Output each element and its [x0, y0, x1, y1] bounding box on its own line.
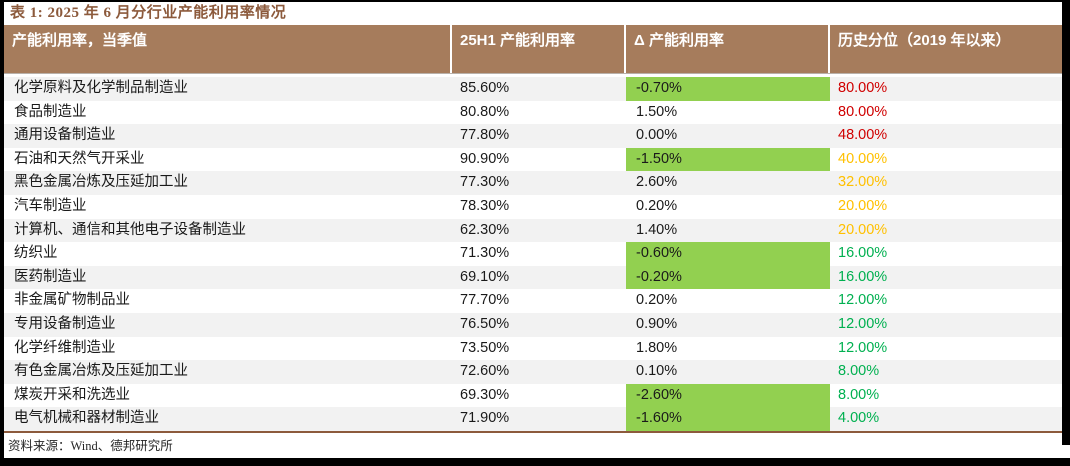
- table-row: 非金属矿物制品业 77.70% 0.20% 12.00%: [4, 289, 1062, 313]
- industry-name: 化学纤维制造业: [14, 339, 116, 356]
- page-edge-top: [0, 0, 1070, 2]
- table-row: 电气机械和器材制造业 71.90% -1.60% 4.00%: [4, 407, 1062, 431]
- page-edge-left: [0, 0, 4, 458]
- table-row: 专用设备制造业 76.50% 0.90% 12.00%: [4, 312, 1062, 337]
- historical-percentile-value: 40.00%: [838, 150, 888, 167]
- historical-percentile-value: 4.00%: [838, 410, 880, 427]
- industry-name: 通用设备制造业: [14, 127, 116, 144]
- table-body: 化学原料及化学制品制造业 85.60% -0.70% 80.00% 食品制造业 …: [4, 77, 1062, 431]
- table-row: 医药制造业 69.10% -0.20% 16.00%: [4, 265, 1062, 290]
- h1-utilization-value: 78.30%: [460, 197, 510, 214]
- historical-percentile-value: 8.00%: [838, 386, 880, 403]
- h1-utilization-value: 72.60%: [460, 363, 510, 380]
- historical-percentile-value: 16.00%: [838, 268, 888, 285]
- table-row: 食品制造业 80.80% 1.50% 80.00%: [4, 101, 1062, 125]
- delta-utilization-value: 0.10%: [636, 363, 678, 380]
- delta-utilization-value: 2.60%: [636, 174, 678, 191]
- industry-name: 电气机械和器材制造业: [14, 410, 159, 427]
- delta-utilization-value: 0.20%: [636, 292, 678, 309]
- delta-utilization-value: 0.90%: [636, 315, 678, 332]
- table-row: 计算机、通信和其他电子设备制造业 62.30% 1.40% 20.00%: [4, 218, 1062, 243]
- delta-utilization-value: 1.80%: [636, 339, 678, 356]
- table-header: 产能利用率，当季值 25H1 产能利用率 Δ 产能利用率 历史分位（2019 年…: [4, 25, 1062, 73]
- h1-utilization-value: 77.70%: [460, 292, 510, 309]
- delta-utilization-value: -2.60%: [626, 383, 830, 408]
- table-title: 表 1: 2025 年 6 月分行业产能利用率情况: [10, 5, 287, 21]
- table-row: 石油和天然气开采业 90.90% -1.50% 40.00%: [4, 147, 1062, 172]
- industry-name: 黑色金属冶炼及压延加工业: [14, 174, 188, 191]
- h1-utilization-value: 85.60%: [460, 80, 510, 96]
- industry-name: 煤炭开采和洗选业: [14, 386, 130, 403]
- historical-percentile-value: 12.00%: [838, 339, 888, 356]
- industry-name: 石油和天然气开采业: [14, 150, 145, 167]
- historical-percentile-value: 16.00%: [838, 245, 888, 262]
- delta-utilization-value: -1.60%: [626, 407, 830, 431]
- industry-name: 医药制造业: [14, 268, 87, 285]
- source-note: 资料来源：Wind、德邦研究所: [8, 439, 173, 453]
- delta-utilization-value: -1.50%: [626, 147, 830, 172]
- header-cell-historical-percentile: 历史分位（2019 年以来）: [830, 25, 1062, 73]
- industry-name: 专用设备制造业: [14, 315, 116, 332]
- delta-utilization-value: 0.20%: [636, 197, 678, 214]
- h1-utilization-value: 73.50%: [460, 339, 510, 356]
- header-cell-25h1-utilization: 25H1 产能利用率: [452, 25, 626, 73]
- table-row: 化学原料及化学制品制造业 85.60% -0.70% 80.00%: [4, 77, 1062, 101]
- historical-percentile-value: 8.00%: [838, 363, 880, 380]
- historical-percentile-value: 32.00%: [838, 174, 888, 191]
- h1-utilization-value: 62.30%: [460, 221, 510, 238]
- historical-percentile-value: 20.00%: [838, 221, 888, 238]
- page-edge-right: [1062, 0, 1070, 445]
- page-edge-bottom: [0, 458, 1070, 466]
- industry-name: 非金属矿物制品业: [14, 292, 130, 309]
- table-row: 煤炭开采和洗选业 69.30% -2.60% 8.00%: [4, 383, 1062, 408]
- historical-percentile-value: 80.00%: [838, 103, 888, 120]
- table-row: 有色金属冶炼及压延加工业 72.60% 0.10% 8.00%: [4, 360, 1062, 384]
- header-cell-delta-utilization: Δ 产能利用率: [626, 25, 830, 73]
- h1-utilization-value: 71.30%: [460, 245, 510, 262]
- h1-utilization-value: 77.30%: [460, 174, 510, 191]
- table-row: 黑色金属冶炼及压延加工业 77.30% 2.60% 32.00%: [4, 171, 1062, 195]
- delta-utilization-value: 1.40%: [636, 221, 678, 238]
- historical-percentile-value: 48.00%: [838, 127, 888, 144]
- table-row: 汽车制造业 78.30% 0.20% 20.00%: [4, 195, 1062, 219]
- h1-utilization-value: 77.80%: [460, 127, 510, 144]
- historical-percentile-value: 80.00%: [838, 80, 888, 96]
- delta-utilization-value: 0.00%: [636, 127, 678, 144]
- h1-utilization-value: 90.90%: [460, 150, 510, 167]
- industry-name: 食品制造业: [14, 103, 87, 120]
- delta-utilization-value: 1.50%: [636, 103, 678, 120]
- delta-utilization-value: -0.60%: [626, 242, 830, 266]
- industry-name: 计算机、通信和其他电子设备制造业: [14, 221, 246, 238]
- delta-utilization-value: -0.70%: [626, 77, 830, 101]
- delta-utilization-value: -0.20%: [626, 265, 830, 290]
- h1-utilization-value: 69.10%: [460, 268, 510, 285]
- h1-utilization-value: 76.50%: [460, 315, 510, 332]
- table-row: 通用设备制造业 77.80% 0.00% 48.00%: [4, 124, 1062, 148]
- industry-name: 纺织业: [14, 245, 58, 262]
- h1-utilization-value: 69.30%: [460, 386, 510, 403]
- historical-percentile-value: 12.00%: [838, 315, 888, 332]
- historical-percentile-value: 20.00%: [838, 197, 888, 214]
- table-row: 化学纤维制造业 73.50% 1.80% 12.00%: [4, 337, 1062, 361]
- industry-name: 化学原料及化学制品制造业: [14, 80, 188, 96]
- table-row: 纺织业 71.30% -0.60% 16.00%: [4, 242, 1062, 266]
- industry-name: 汽车制造业: [14, 197, 87, 214]
- table-bottom-border: [4, 431, 1062, 433]
- h1-utilization-value: 71.90%: [460, 410, 510, 427]
- h1-utilization-value: 80.80%: [460, 103, 510, 120]
- header-cell-utilization-current-quarter: 产能利用率，当季值: [4, 25, 452, 73]
- historical-percentile-value: 12.00%: [838, 292, 888, 309]
- industry-name: 有色金属冶炼及压延加工业: [14, 363, 188, 380]
